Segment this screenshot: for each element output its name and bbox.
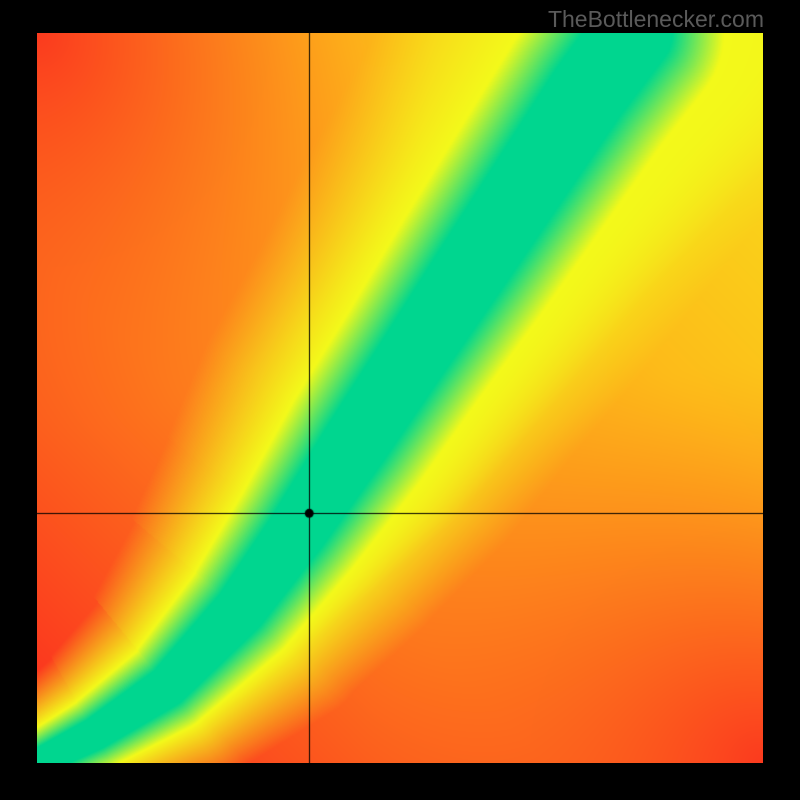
heatmap-canvas — [37, 33, 763, 763]
watermark-text: TheBottlenecker.com — [548, 6, 764, 33]
heatmap-plot — [37, 33, 763, 763]
